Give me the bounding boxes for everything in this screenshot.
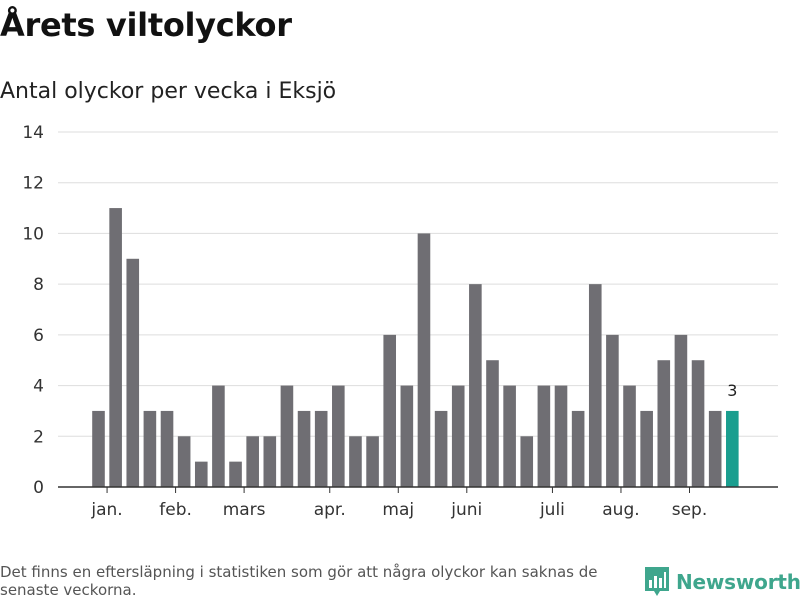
bar [708, 410, 722, 487]
bar [434, 410, 448, 487]
x-tick-label: sep. [672, 500, 708, 520]
bar [486, 360, 499, 487]
x-axis-ticks: jan. feb. mars apr. maj juni juli aug. sep. [90, 487, 707, 520]
x-tick-label: aug. [602, 500, 639, 520]
bar [400, 385, 414, 487]
y-tick-label: 2 [33, 427, 44, 447]
bar [640, 410, 653, 487]
bar [606, 334, 619, 487]
x-tick-label: maj [382, 500, 414, 520]
bar [143, 410, 157, 487]
bar [657, 360, 671, 487]
bar [588, 284, 602, 487]
newsworthy-logo-icon [645, 567, 669, 596]
chart-title: Årets viltolyckor [0, 6, 292, 44]
bar [194, 461, 208, 487]
bar [571, 410, 585, 487]
bar-latest-week [726, 410, 739, 487]
y-tick-label: 6 [33, 326, 44, 346]
bar [451, 385, 465, 487]
footnote: Det finns en eftersläpning i statistiken… [0, 563, 598, 599]
bar [92, 410, 105, 487]
bar [503, 385, 516, 487]
y-tick-label: 12 [22, 174, 44, 194]
bar-chart: 0 2 4 6 8 10 12 14 jan. feb. mars apr. maj juni juli a… [22, 123, 778, 520]
bar [263, 436, 277, 487]
bars [92, 208, 739, 488]
bar [297, 410, 311, 487]
y-tick-label: 4 [33, 377, 44, 397]
bar [160, 410, 174, 487]
bar [366, 436, 379, 487]
data-labels: 3 [727, 381, 737, 400]
y-tick-label: 0 [33, 478, 44, 498]
latest-value-label: 3 [727, 381, 737, 400]
bar [537, 385, 551, 487]
bar [280, 385, 294, 487]
bar [349, 436, 362, 487]
x-tick-label: jan. [90, 500, 122, 520]
x-tick-label: juli [539, 500, 565, 520]
y-tick-label: 10 [22, 224, 44, 244]
chart-subtitle: Antal olyckor per vecka i Eksjö [0, 79, 337, 104]
bar [520, 436, 534, 487]
x-tick-label: apr. [314, 500, 346, 520]
bar [229, 461, 242, 487]
bar [383, 334, 397, 487]
bar [332, 385, 345, 487]
bar [623, 385, 636, 487]
brand[interactable]: Newsworthy [644, 566, 800, 598]
y-tick-label: 14 [22, 123, 44, 143]
bar [314, 410, 328, 487]
bar [417, 233, 431, 487]
y-axis-ticks: 0 2 4 6 8 10 12 14 [22, 123, 44, 498]
x-tick-label: mars [223, 500, 266, 520]
bar [212, 385, 225, 487]
bar [126, 258, 140, 487]
bar [246, 436, 259, 487]
bar [674, 334, 688, 487]
brand-name: Newsworthy [676, 570, 800, 594]
x-tick-label: feb. [159, 500, 192, 520]
bar [554, 385, 568, 487]
bar [691, 360, 705, 487]
bar [109, 208, 122, 488]
y-tick-label: 8 [33, 275, 44, 295]
bar [469, 284, 482, 487]
x-tick-label: juni [450, 500, 482, 520]
bar [177, 436, 191, 487]
